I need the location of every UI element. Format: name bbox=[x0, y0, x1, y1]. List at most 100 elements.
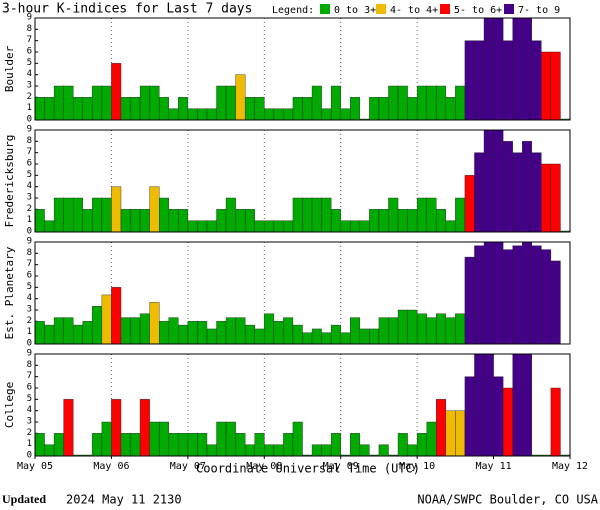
bar bbox=[158, 421, 169, 457]
bar bbox=[187, 220, 198, 233]
bar bbox=[340, 108, 351, 121]
bar bbox=[522, 17, 532, 121]
bar bbox=[168, 209, 179, 233]
bar bbox=[264, 444, 275, 457]
bar bbox=[311, 197, 322, 233]
bar bbox=[493, 376, 504, 457]
x-tick-label: May 05 bbox=[17, 461, 53, 472]
bar bbox=[416, 313, 427, 345]
bar bbox=[34, 321, 45, 345]
footer-credit: NOAA/SWPC Boulder, CO USA bbox=[417, 493, 598, 507]
bar bbox=[397, 209, 408, 233]
bar bbox=[407, 444, 418, 457]
bar bbox=[34, 209, 45, 233]
bar bbox=[445, 97, 456, 121]
legend-title: Legend: bbox=[272, 5, 314, 16]
bar bbox=[378, 444, 389, 457]
bar bbox=[92, 433, 103, 457]
bar bbox=[34, 97, 45, 121]
bar bbox=[197, 220, 208, 233]
bar bbox=[254, 328, 265, 345]
bar bbox=[378, 317, 389, 345]
bar bbox=[407, 309, 418, 345]
bar bbox=[244, 97, 255, 121]
bar bbox=[187, 321, 198, 345]
bar bbox=[73, 97, 83, 121]
y-tick-label: 9 bbox=[27, 125, 32, 135]
bar bbox=[292, 421, 303, 457]
bar bbox=[350, 97, 361, 121]
bar bbox=[273, 108, 284, 121]
y-tick-label: 0 bbox=[27, 227, 32, 237]
bar bbox=[502, 387, 513, 457]
bar bbox=[130, 97, 141, 121]
y-tick-label: 2 bbox=[27, 92, 32, 102]
bar bbox=[493, 17, 504, 121]
legend-swatch bbox=[440, 4, 450, 14]
bar bbox=[111, 399, 122, 457]
bar bbox=[397, 433, 408, 457]
bar bbox=[178, 97, 189, 121]
footer-time: 2024 May 11 2130 bbox=[66, 493, 182, 507]
bar bbox=[120, 97, 131, 121]
bar bbox=[73, 197, 83, 233]
bar bbox=[120, 317, 131, 345]
bar bbox=[483, 17, 494, 121]
bar bbox=[541, 249, 552, 345]
y-tick-label: 4 bbox=[27, 69, 32, 79]
bar bbox=[187, 108, 198, 121]
bar bbox=[302, 332, 313, 345]
bar bbox=[139, 399, 150, 457]
bar bbox=[254, 97, 265, 121]
y-tick-label: 8 bbox=[27, 360, 32, 370]
bar bbox=[111, 287, 122, 345]
y-tick-label: 7 bbox=[27, 371, 32, 381]
bar bbox=[436, 209, 447, 233]
bar bbox=[292, 324, 303, 345]
bar bbox=[139, 313, 150, 345]
bar bbox=[63, 399, 74, 457]
bar bbox=[63, 85, 74, 121]
bar bbox=[206, 220, 217, 233]
y-tick-label: 8 bbox=[27, 136, 32, 146]
bar bbox=[254, 220, 265, 233]
y-tick-label: 5 bbox=[27, 58, 32, 68]
bar bbox=[522, 241, 532, 345]
bar bbox=[273, 220, 284, 233]
bar bbox=[474, 152, 485, 233]
bar bbox=[225, 85, 236, 121]
bar bbox=[92, 306, 103, 345]
y-axis-label: Fredericksburg bbox=[3, 135, 16, 228]
panel-frame bbox=[34, 129, 571, 233]
bar bbox=[436, 399, 447, 457]
bar bbox=[550, 387, 561, 457]
bar bbox=[445, 410, 456, 457]
bar bbox=[302, 97, 313, 121]
bar bbox=[350, 220, 361, 233]
y-tick-label: 9 bbox=[27, 13, 32, 23]
y-tick-label: 9 bbox=[27, 237, 32, 247]
bar bbox=[455, 197, 466, 233]
y-tick-label: 8 bbox=[27, 24, 32, 34]
bar bbox=[158, 197, 169, 233]
y-tick-label: 7 bbox=[27, 259, 32, 269]
panel-frame bbox=[34, 17, 571, 121]
y-tick-label: 0 bbox=[27, 339, 32, 349]
bar bbox=[120, 209, 131, 233]
bar bbox=[426, 421, 437, 457]
bar bbox=[63, 197, 74, 233]
bar bbox=[512, 245, 523, 345]
y-tick-label: 4 bbox=[27, 181, 32, 191]
bar bbox=[407, 97, 418, 121]
bar bbox=[550, 51, 561, 121]
bar bbox=[225, 197, 236, 233]
bar bbox=[330, 209, 341, 233]
y-axis-label: Est. Planetary bbox=[3, 246, 16, 339]
x-tick-label: May 06 bbox=[93, 461, 129, 472]
bar bbox=[416, 197, 427, 233]
y-tick-label: 1 bbox=[27, 327, 32, 337]
bar bbox=[445, 317, 456, 345]
y-tick-label: 7 bbox=[27, 35, 32, 45]
bar bbox=[493, 129, 504, 233]
